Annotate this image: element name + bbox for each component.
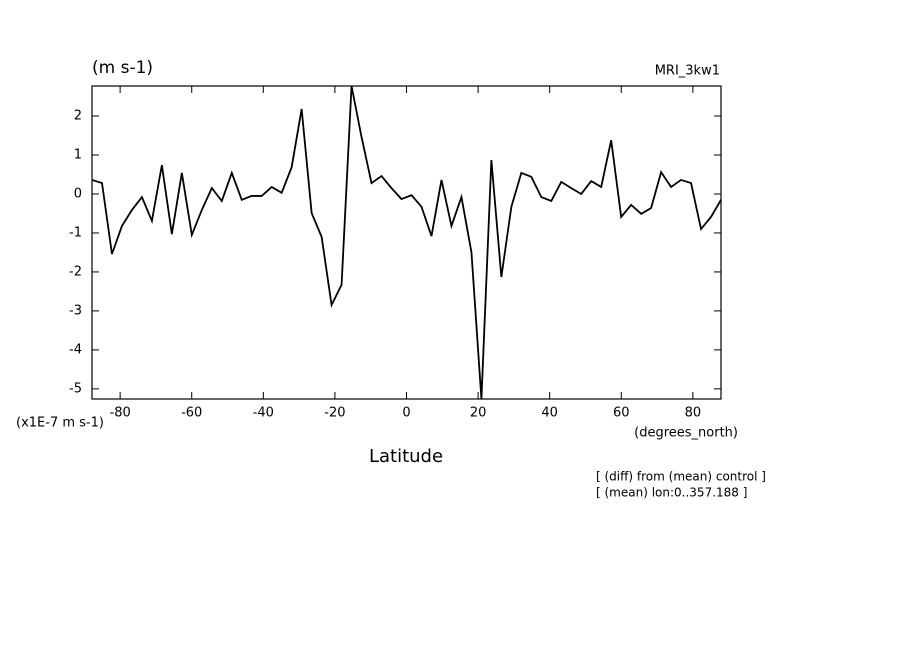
y-tick-label: 2: [74, 109, 82, 124]
x-tick-label: 80: [685, 406, 702, 421]
annotation: [ (diff) from (mean) control ]: [596, 470, 766, 484]
chart-title: (m s-1): [92, 58, 153, 78]
x-tick-label: 20: [470, 406, 487, 421]
x-tick-label: 60: [613, 406, 630, 421]
x-axis-title: Latitude: [369, 446, 443, 467]
data-line: [91, 85, 722, 400]
y-tick-label: -1: [69, 225, 82, 240]
x-tick-label: -80: [110, 406, 131, 421]
y-tick-label: 1: [74, 147, 82, 162]
y-unit-label: (x1E-7 m s-1): [16, 416, 104, 431]
y-tick-label: -4: [69, 342, 82, 357]
y-tick-label: -3: [69, 303, 82, 318]
x-tick-label: -60: [181, 406, 202, 421]
chart-subtitle: MRI_3kw1: [655, 64, 720, 79]
y-tick-label: -2: [69, 264, 82, 279]
x-unit-label: (degrees_north): [634, 426, 738, 441]
annotation: [ (mean) lon:0..357.188 ]: [596, 486, 747, 500]
y-tick-label: 0: [74, 186, 82, 201]
y-tick-label: -5: [69, 381, 82, 396]
x-tick-label: -20: [324, 406, 345, 421]
x-tick-label: 40: [541, 406, 558, 421]
x-tick-label: -40: [253, 406, 274, 421]
x-tick-label: 0: [402, 406, 410, 421]
plot-frame: [91, 85, 722, 400]
